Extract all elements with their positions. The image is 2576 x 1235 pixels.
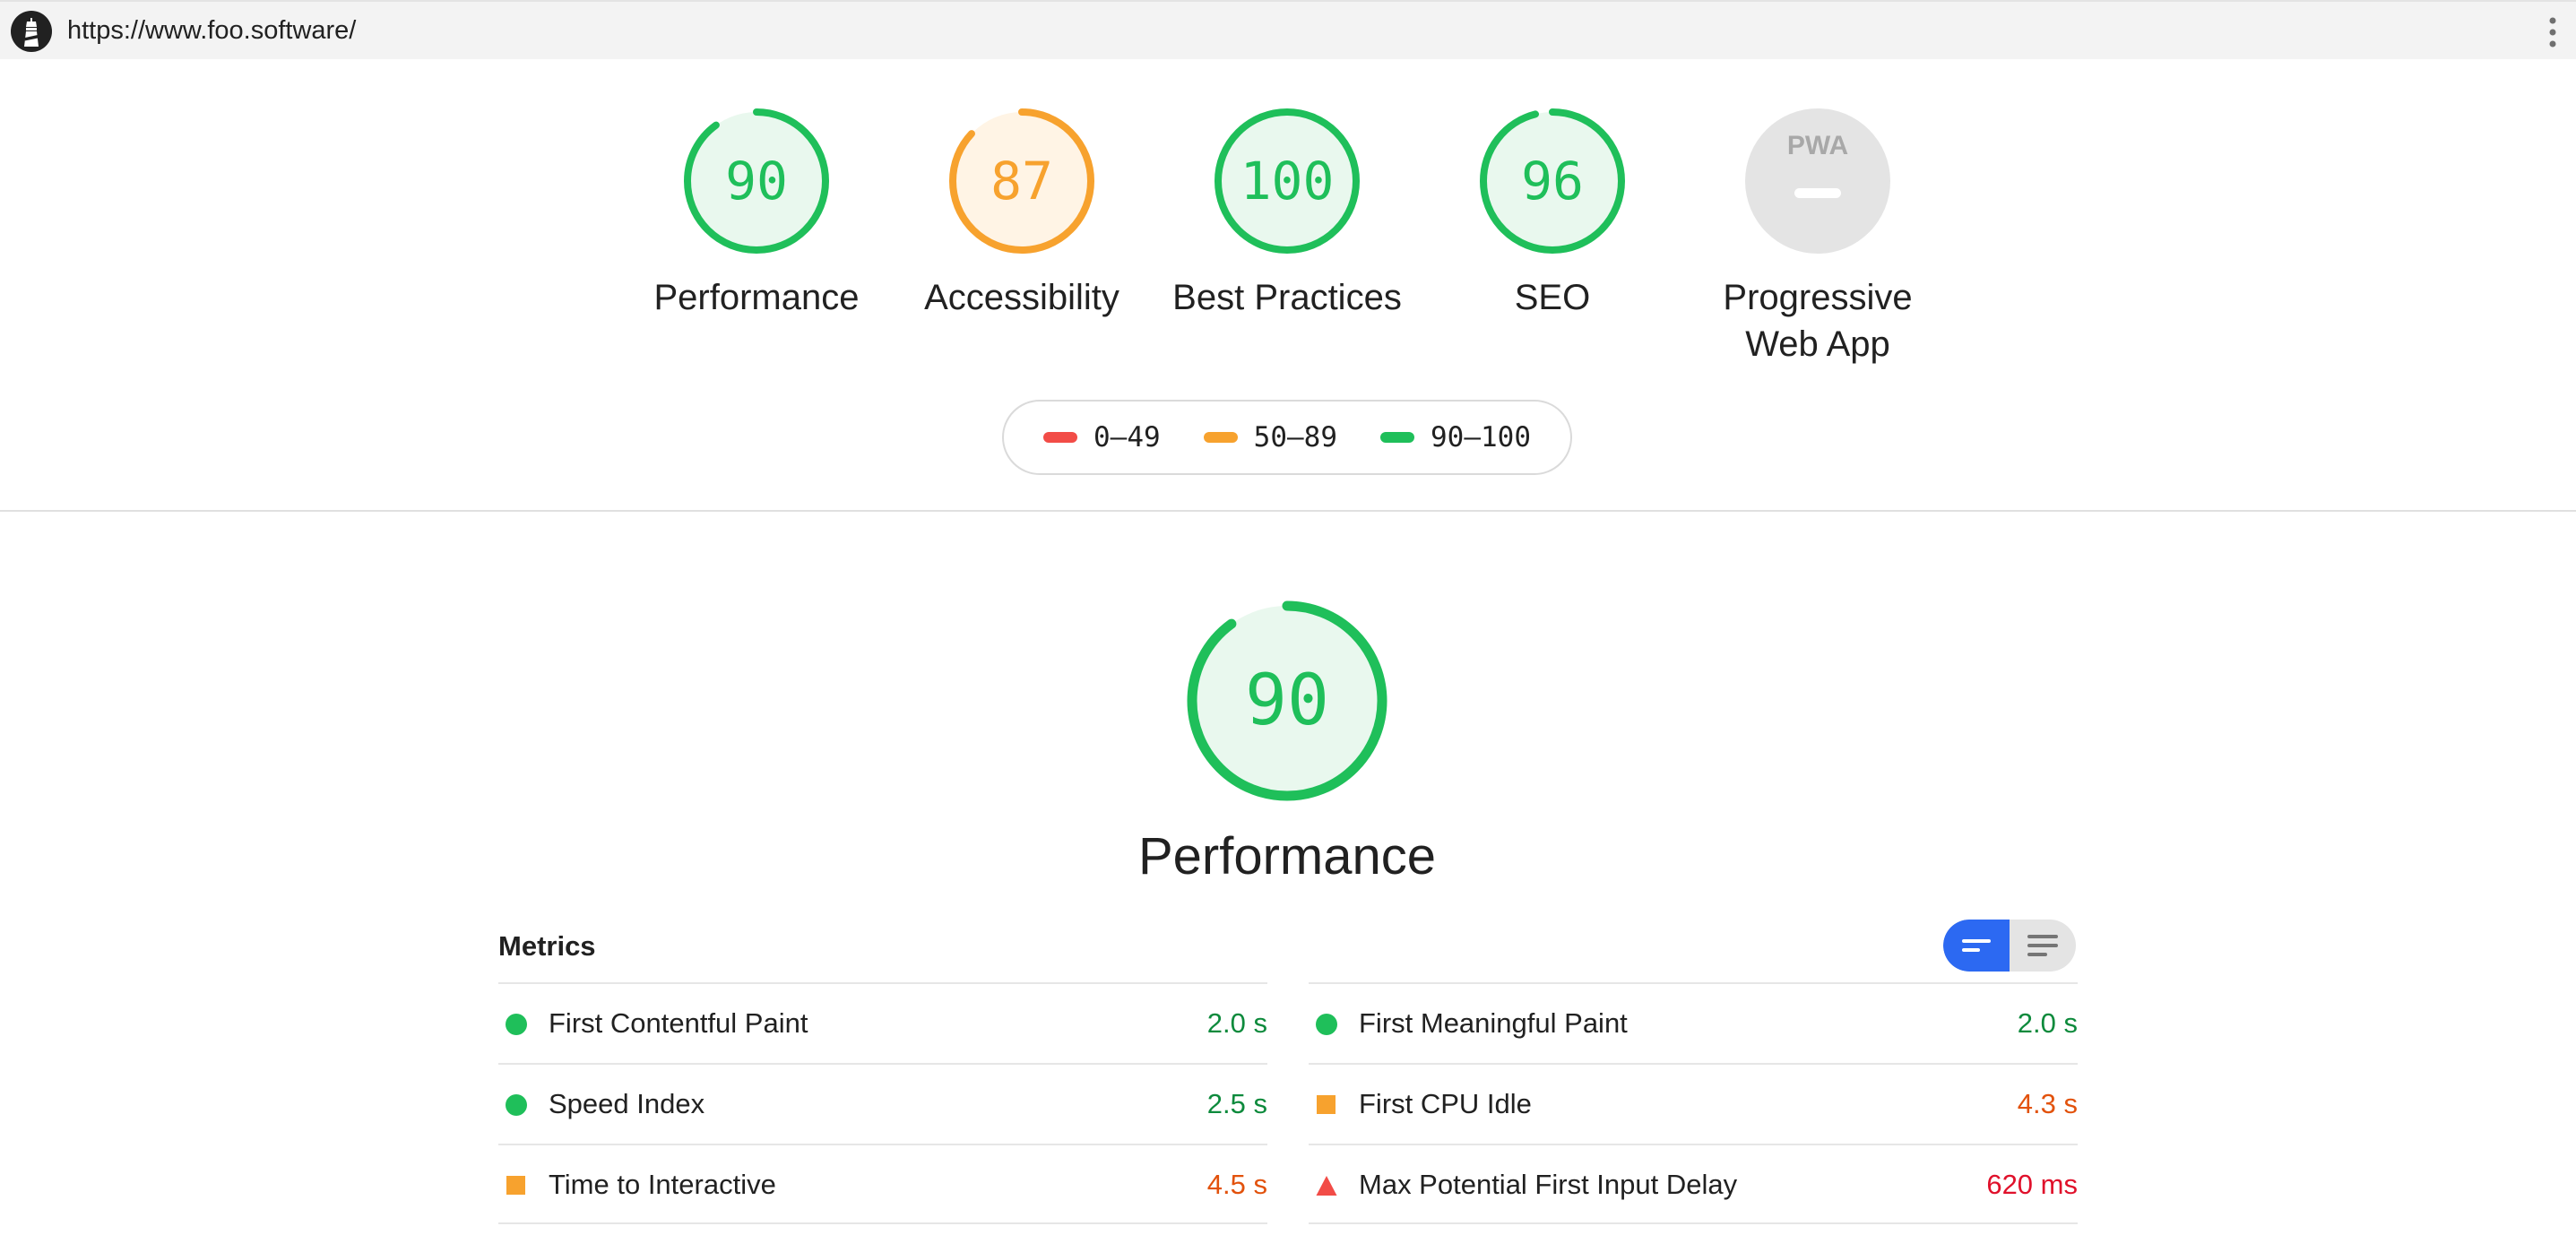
pass-circle-icon — [506, 1014, 527, 1035]
metrics-heading: Metrics — [498, 930, 596, 962]
score-ring: 100 — [1212, 106, 1362, 256]
metric-first-contentful-paint: First Contentful Paint 2.0 s — [498, 982, 1267, 1063]
legend-range: 0–49 — [1094, 421, 1161, 453]
metric-name: Max Potential First Input Delay — [1359, 1169, 1738, 1200]
gauge-accessibility[interactable]: 87 Accessibility — [896, 106, 1147, 321]
score-value: 96 — [1521, 151, 1584, 212]
average-square-icon — [506, 1176, 525, 1195]
gauge-arc — [1215, 108, 1360, 254]
performance-title: Performance — [1137, 827, 1437, 885]
metric-name: First CPU Idle — [1359, 1088, 1532, 1119]
metric-speed-index: Speed Index 2.5 s — [498, 1063, 1267, 1144]
metrics-column-right: First Meaningful Paint 2.0 s First CPU I… — [1309, 982, 2078, 1224]
legend-swatch — [1203, 432, 1238, 443]
metric-max-potential-fid: Max Potential First Input Delay 620 ms — [1309, 1144, 2078, 1224]
metric-value: 2.0 s — [1206, 1007, 1267, 1039]
metric-first-cpu-idle: First CPU Idle 4.3 s — [1309, 1063, 2078, 1144]
average-square-icon — [1317, 1095, 1336, 1114]
legend-swatch — [1043, 432, 1078, 443]
page-url: https://www.foo.software/ — [67, 16, 357, 45]
compact-view-icon[interactable] — [1943, 920, 2010, 972]
legend-item-pass: 90–100 — [1380, 421, 1531, 453]
gauge-arc — [949, 108, 1094, 254]
metrics-column-left: First Contentful Paint 2.0 s Speed Index… — [498, 982, 1267, 1224]
pass-circle-icon — [1316, 1014, 1337, 1035]
gauge-best-practices[interactable]: 100 Best Practices — [1162, 106, 1413, 321]
legend-range: 50–89 — [1253, 421, 1337, 453]
pwa-badge-text: PWA — [1787, 131, 1848, 160]
score-ring: 87 — [947, 106, 1097, 256]
gauge-pwa[interactable]: PWA Progressive Web App — [1692, 106, 1943, 367]
gauge-label: Progressive Web App — [1723, 278, 1913, 364]
pwa-badge-icon: PWA — [1745, 108, 1890, 254]
metric-value: 2.5 s — [1206, 1088, 1267, 1119]
metric-name: Time to Interactive — [549, 1169, 776, 1200]
gauge-label: Accessibility — [924, 278, 1119, 317]
performance-gauge: 90 — [1153, 595, 1422, 810]
score-value: 90 — [725, 151, 788, 212]
metric-value: 2.0 s — [2017, 1007, 2078, 1039]
metric-first-meaningful-paint: First Meaningful Paint 2.0 s — [1309, 982, 2078, 1063]
metric-name: Speed Index — [549, 1088, 705, 1119]
score-ring: 90 — [681, 106, 832, 256]
metric-time-to-interactive: Time to Interactive 4.5 s — [498, 1144, 1267, 1224]
metrics-view-toggle[interactable] — [1943, 920, 2076, 972]
legend-range: 90–100 — [1431, 421, 1531, 453]
pwa-badge: PWA — [1742, 106, 1893, 256]
gauge-performance[interactable]: 90 Performance — [631, 106, 882, 321]
score-legend: 0–49 50–89 90–100 — [1002, 400, 1572, 475]
fail-triangle-icon — [1316, 1176, 1337, 1196]
gauge-arc — [684, 108, 829, 254]
section-divider — [0, 510, 2576, 512]
metric-value: 4.3 s — [2017, 1088, 2078, 1119]
metric-name: First Meaningful Paint — [1359, 1007, 1628, 1039]
gauge-label: SEO — [1514, 278, 1591, 317]
gauge-label: Performance — [653, 278, 860, 317]
score-value: 100 — [1240, 151, 1335, 212]
metric-value: 620 ms — [1986, 1169, 2078, 1200]
gauge-arc — [1480, 108, 1625, 254]
legend-item-fail: 0–49 — [1043, 421, 1161, 453]
gauge-label: Best Practices — [1172, 278, 1402, 317]
performance-score: 90 — [1245, 661, 1329, 741]
legend-swatch — [1380, 432, 1414, 443]
pass-circle-icon — [506, 1094, 527, 1116]
expanded-view-icon[interactable] — [2010, 920, 2076, 972]
metric-value: 4.5 s — [1206, 1169, 1267, 1200]
metric-name: First Contentful Paint — [549, 1007, 808, 1039]
score-ring: 96 — [1477, 106, 1628, 256]
lighthouse-logo-icon — [11, 11, 52, 52]
gauge-seo[interactable]: 96 SEO — [1427, 106, 1678, 321]
more-options-icon[interactable] — [2542, 14, 2563, 50]
score-value: 87 — [990, 151, 1053, 212]
url-bar: https://www.foo.software/ — [0, 0, 2576, 59]
legend-item-average: 50–89 — [1203, 421, 1337, 453]
gauge-arc — [1187, 600, 1387, 801]
